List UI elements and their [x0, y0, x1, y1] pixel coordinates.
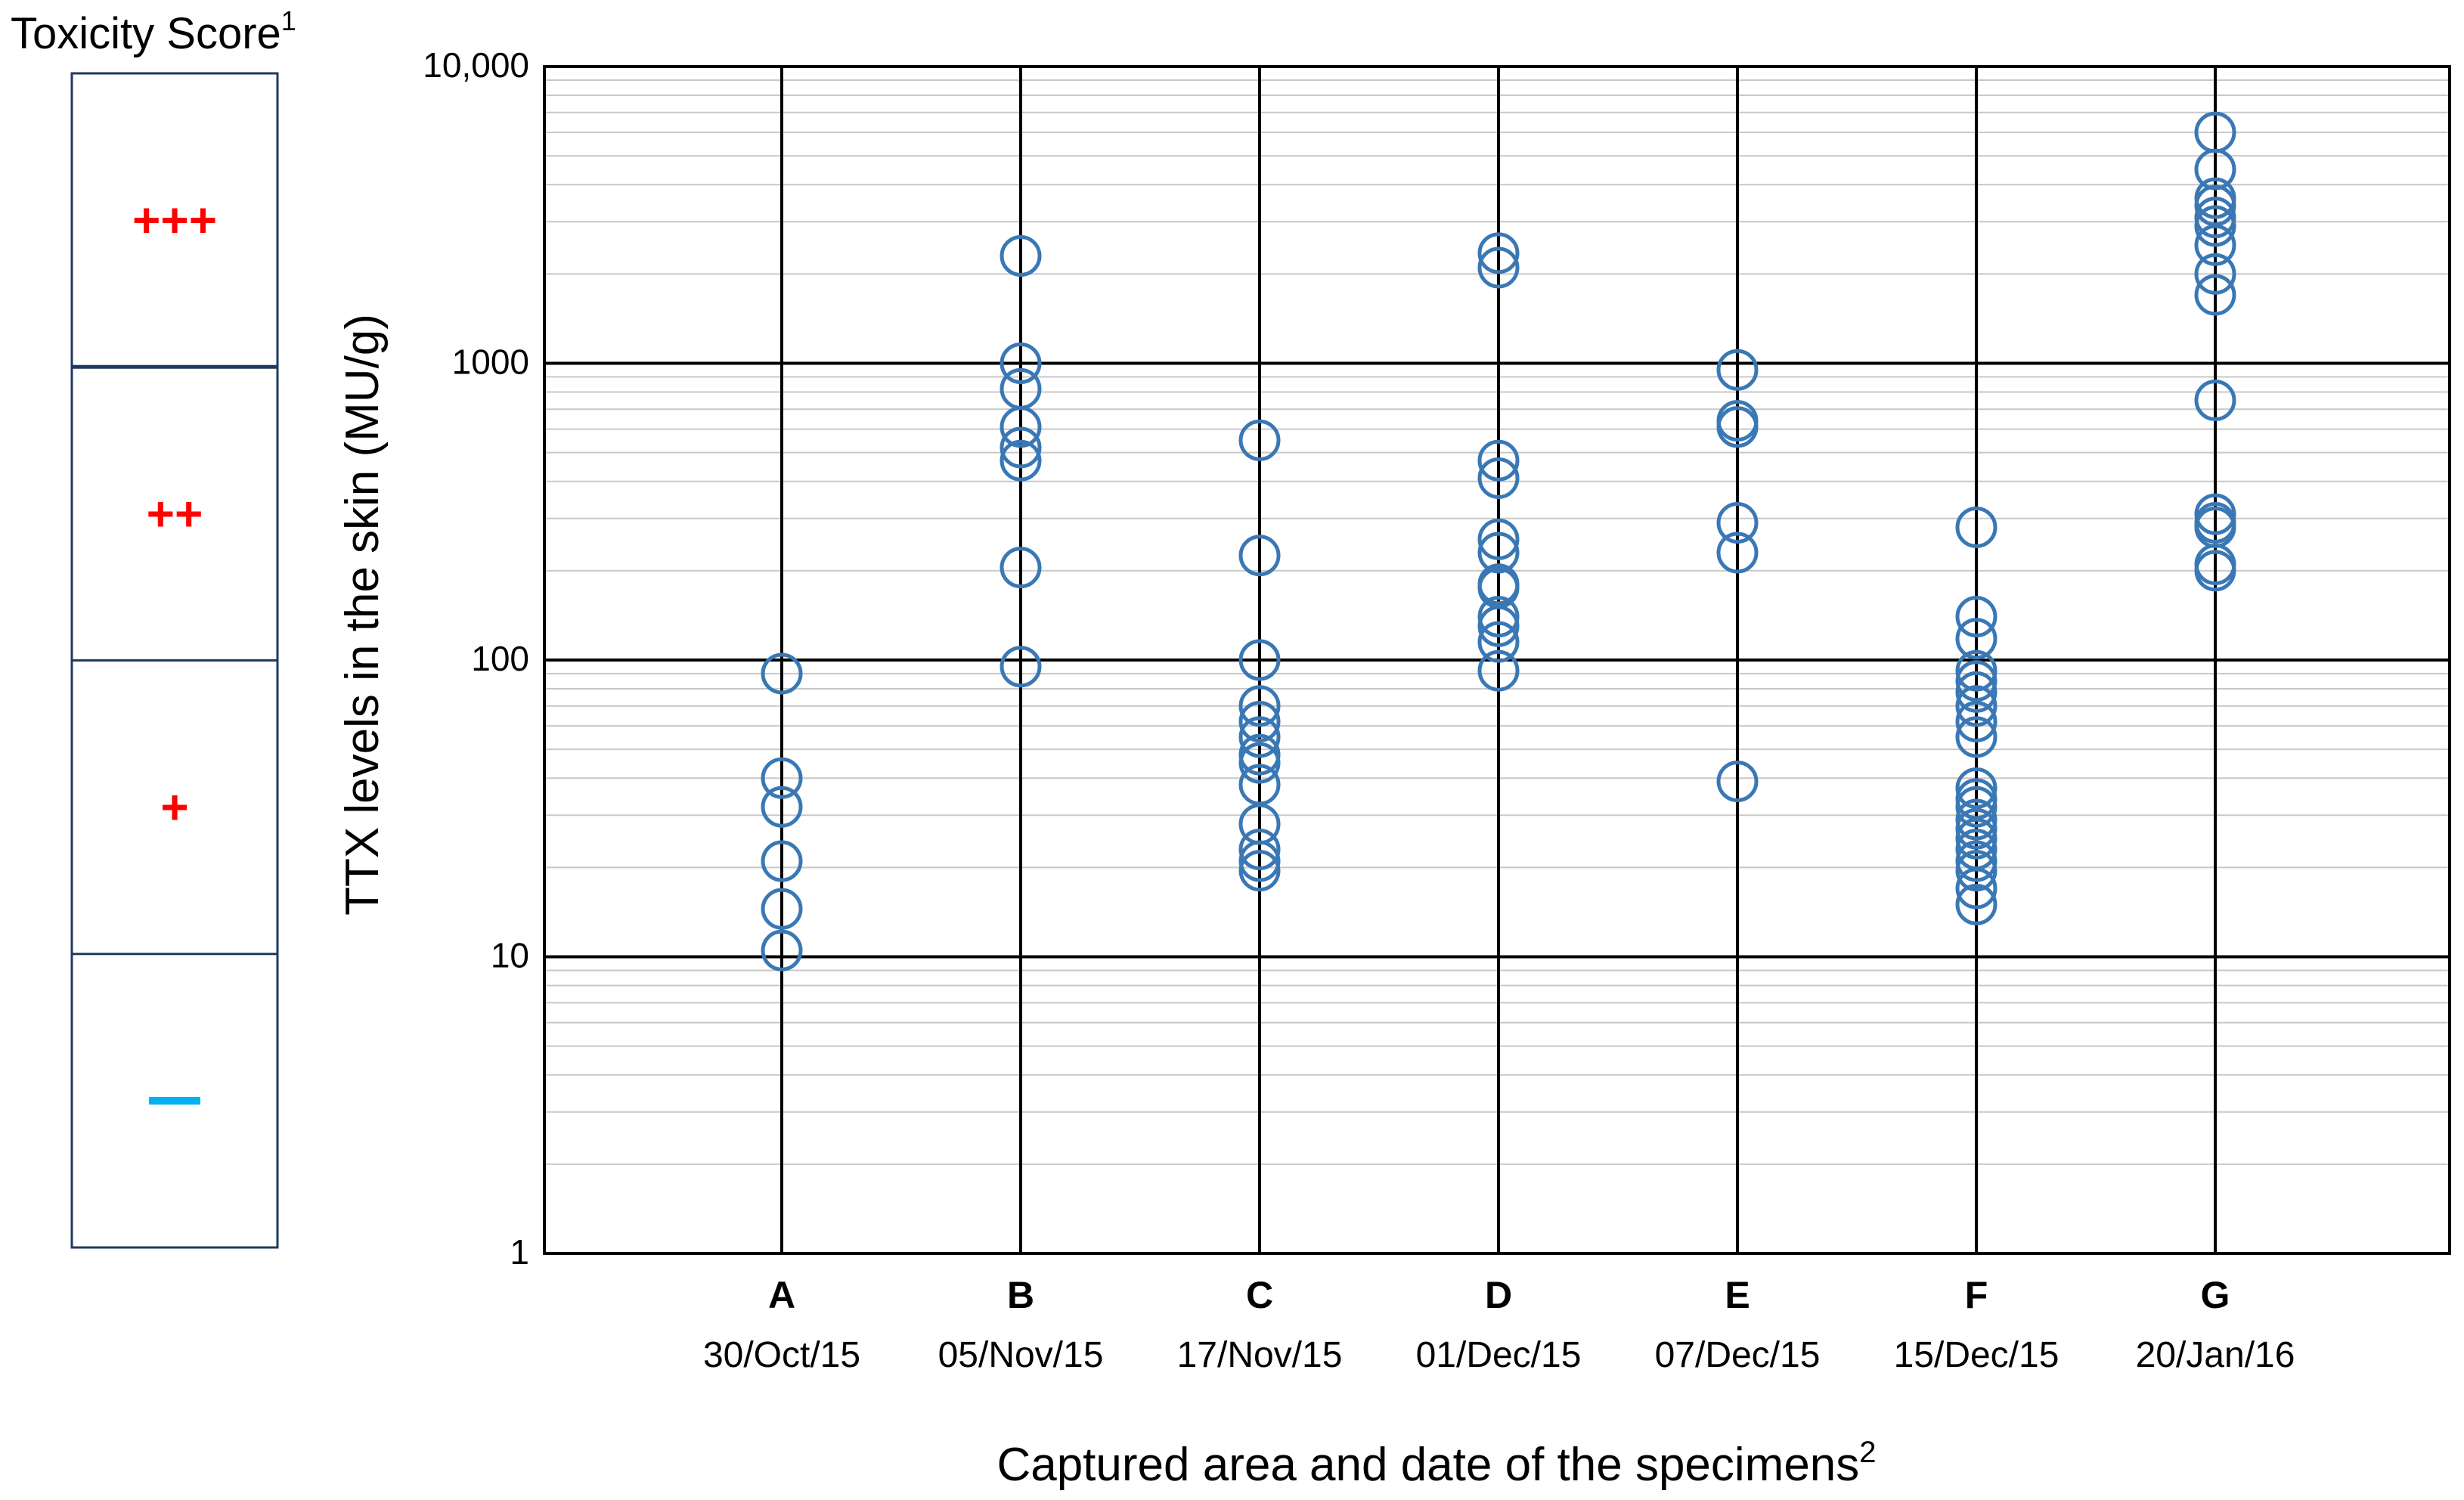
data-point-d	[1477, 518, 1520, 560]
x-category-date: 07/Dec/15	[1655, 1335, 1821, 1375]
data-point-d	[1477, 649, 1520, 692]
data-point-e	[1716, 532, 1759, 574]
data-point-b	[1000, 439, 1042, 482]
data-point-d	[1477, 439, 1520, 482]
data-point-b	[1000, 342, 1042, 384]
data-point-f	[1955, 786, 1998, 828]
y-tick-label: 100	[471, 639, 529, 678]
data-point-d	[1477, 232, 1520, 274]
data-point-b	[1000, 406, 1042, 448]
x-category-letter: B	[1007, 1274, 1034, 1316]
data-point-c	[1238, 742, 1281, 784]
y-tick-label: 1000	[452, 342, 529, 382]
data-point-f	[1955, 767, 1998, 809]
x-category-letter: D	[1485, 1274, 1512, 1316]
data-point-c	[1238, 639, 1281, 681]
x-category-date: 30/Oct/15	[703, 1335, 860, 1375]
data-point-e	[1716, 349, 1759, 391]
data-point-a	[761, 840, 803, 882]
data-point-f	[1955, 716, 1998, 758]
data-point-e	[1716, 761, 1759, 803]
data-point-f	[1955, 807, 1998, 850]
data-point-c	[1238, 716, 1281, 758]
data-point-d	[1477, 246, 1520, 289]
y-tick-label: 1	[510, 1232, 529, 1272]
x-category-date: 05/Nov/15	[938, 1335, 1104, 1375]
data-point-a	[761, 888, 803, 930]
plot-frame	[543, 65, 2451, 1255]
data-point-a	[761, 786, 803, 828]
data-point-f	[1955, 867, 1998, 910]
data-point-f	[1955, 700, 1998, 742]
data-point-g	[2194, 550, 2236, 592]
toxicity-level-label: +	[160, 780, 188, 835]
y-tick-label: 10	[491, 936, 529, 975]
x-axis-title: Captured area and date of the specimens2	[996, 1436, 1876, 1491]
data-point-e	[1716, 502, 1759, 544]
data-points	[761, 111, 2236, 972]
toxicity-panel: Toxicity Score1++++++	[11, 5, 296, 1249]
x-category-letter: C	[1246, 1274, 1273, 1316]
data-point-f	[1955, 883, 1998, 925]
data-point-b	[1000, 235, 1042, 277]
data-point-g	[2194, 380, 2236, 422]
data-point-c	[1238, 840, 1281, 882]
x-category-letter: F	[1965, 1274, 1988, 1316]
data-point-c	[1238, 850, 1281, 892]
data-point-f	[1955, 671, 1998, 713]
toxicity-level-label: ++	[147, 486, 203, 541]
data-point-g	[2194, 224, 2236, 266]
data-point-d	[1477, 532, 1520, 574]
data-point-a	[761, 757, 803, 799]
data-point-a	[761, 652, 803, 695]
data-point-f	[1955, 850, 1998, 892]
x-category-letter: A	[768, 1274, 795, 1316]
data-point-e	[1716, 406, 1759, 448]
data-point-c	[1238, 829, 1281, 871]
data-point-f	[1955, 798, 1998, 841]
data-point-f	[1955, 596, 1998, 638]
data-point-d	[1477, 596, 1520, 638]
data-point-b	[1000, 646, 1042, 688]
x-category-letter: E	[1725, 1274, 1750, 1316]
data-point-f	[1955, 506, 1998, 548]
toxicity-score-title: Toxicity Score1	[11, 5, 296, 58]
axis-labels: 1 10 100 1000 10,000 A 30/Oct/15 B 05/Nov/15 C 17/…	[336, 45, 2295, 1491]
data-point-c	[1238, 700, 1281, 742]
data-point-f	[1955, 618, 1998, 660]
data-point-b	[1000, 426, 1042, 469]
data-point-g	[2194, 205, 2236, 247]
data-point-c	[1238, 419, 1281, 461]
data-point-d	[1477, 605, 1520, 647]
data-point-f	[1955, 817, 1998, 860]
x-category-date: 20/Jan/16	[2136, 1335, 2295, 1375]
x-category-date: 15/Dec/15	[1894, 1335, 2060, 1375]
data-point-d	[1477, 621, 1520, 663]
data-point-f	[1955, 649, 1998, 692]
x-category-letter: G	[2201, 1274, 2230, 1316]
data-point-b	[1000, 547, 1042, 589]
data-point-f	[1955, 660, 1998, 702]
data-point-f	[1955, 685, 1998, 727]
data-point-f	[1955, 840, 1998, 882]
data-point-c	[1238, 535, 1281, 577]
data-point-g	[2194, 274, 2236, 316]
toxicity-level-none	[149, 1096, 200, 1105]
data-point-d	[1477, 457, 1520, 499]
x-category-date: 17/Nov/15	[1177, 1335, 1343, 1375]
data-point-g	[2194, 253, 2236, 295]
data-point-c	[1238, 685, 1281, 727]
y-tick-label: 10,000	[423, 45, 529, 85]
toxicity-level-label: +++	[132, 193, 217, 247]
y-axis-title: TTX levels in the skin (MU/g)	[336, 314, 389, 916]
x-category-date: 01/Dec/15	[1416, 1335, 1582, 1375]
data-point-a	[761, 929, 803, 972]
